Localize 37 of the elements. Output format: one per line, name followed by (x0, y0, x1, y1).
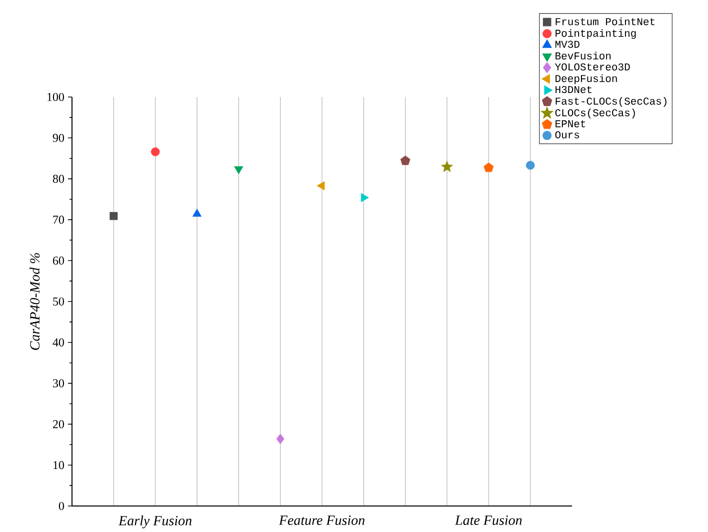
legend-label: MV3D (555, 40, 580, 48)
legend-label: EPNet (556, 120, 586, 128)
point (526, 160, 535, 170)
point (441, 160, 453, 172)
y-tick-label: 60 (52, 256, 64, 265)
point (150, 147, 160, 156)
legend-label: Fast-CLOCs(SecCas) (556, 97, 666, 107)
legend-label: DeepFusion (556, 74, 617, 84)
point (276, 434, 284, 444)
point (360, 193, 369, 202)
y-tick-label: 70 (53, 216, 64, 224)
legend-label: Ours (555, 131, 580, 138)
point (484, 162, 494, 172)
y-tick-label: 30 (53, 379, 64, 388)
y-axis-title: CarAP40-Mod % (30, 253, 40, 350)
legend-label: Pointpainting (556, 29, 636, 39)
point (192, 208, 202, 217)
legend-label: CLOCs(SecCas) (555, 108, 635, 118)
y-tick-label: 10 (54, 461, 64, 470)
point (400, 156, 410, 166)
x-tick-label: Late Fusion (454, 516, 522, 525)
legend-label: BevFusion (556, 52, 611, 60)
x-tick-label: Early Fusion (118, 516, 192, 528)
y-tick-label: 20 (53, 420, 64, 428)
point (110, 212, 118, 220)
y-tick-label: 50 (53, 297, 64, 306)
legend-label: Frustum PointNet (556, 18, 654, 26)
y-tick-label: 80 (52, 174, 64, 183)
legend-label: YOLOStereo3D (554, 63, 630, 70)
y-tick-label: 0 (58, 502, 64, 510)
y-tick-label: 40 (52, 338, 64, 346)
y-tick-label: 100 (48, 92, 64, 102)
point (316, 181, 325, 190)
legend-label: H3DNet (556, 86, 592, 94)
x-tick-label: Feature Fusion (278, 516, 365, 525)
y-tick-label: 90 (52, 134, 64, 142)
point (234, 166, 244, 174)
